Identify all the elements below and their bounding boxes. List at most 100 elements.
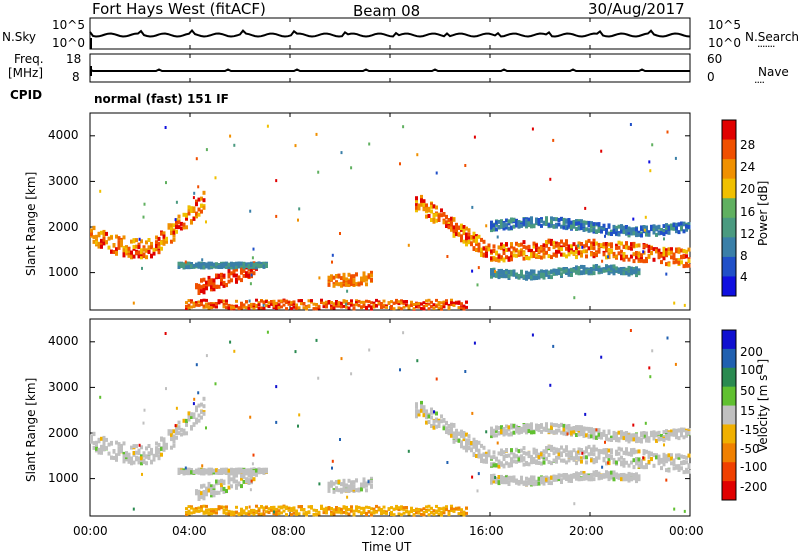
ground-scatter-cell bbox=[380, 306, 383, 309]
echo-cell bbox=[560, 430, 563, 435]
echo-cell bbox=[590, 447, 593, 452]
ground-scatter-cell bbox=[457, 512, 461, 516]
ground-scatter-cell bbox=[335, 300, 338, 303]
ground-scatter-cell bbox=[210, 302, 213, 306]
echo-cell bbox=[597, 435, 601, 439]
vel-cb-100: 100 bbox=[740, 363, 763, 377]
echo-cell bbox=[530, 475, 533, 480]
echo-cell bbox=[647, 253, 651, 258]
echo-cell bbox=[467, 441, 471, 446]
echo-cell bbox=[545, 240, 548, 244]
echo-cell bbox=[445, 224, 448, 228]
echo-cell bbox=[605, 474, 608, 479]
echo-cell bbox=[195, 211, 198, 216]
echo-cell bbox=[500, 219, 503, 224]
echo-cell bbox=[562, 225, 566, 230]
echo-cell bbox=[645, 449, 648, 454]
ground-scatter-cell bbox=[422, 507, 426, 511]
ground-scatter-cell bbox=[260, 299, 263, 303]
echo-cell bbox=[475, 445, 478, 450]
echo-cell bbox=[235, 483, 238, 488]
echo-cell bbox=[600, 229, 603, 234]
echo-cell bbox=[560, 272, 563, 277]
echo-cell bbox=[677, 258, 681, 263]
ground-scatter-cell bbox=[460, 302, 463, 306]
sparse-echo-dot bbox=[249, 488, 252, 492]
echo-cell bbox=[212, 493, 216, 498]
echo-cell bbox=[460, 443, 463, 448]
echo-cell bbox=[522, 221, 526, 226]
ground-scatter-cell bbox=[220, 300, 223, 304]
echo-cell bbox=[585, 426, 588, 431]
ground-scatter-cell bbox=[200, 505, 203, 509]
ground-scatter-cell bbox=[247, 513, 251, 516]
echo-cell bbox=[522, 218, 526, 222]
echo-cell bbox=[200, 468, 203, 473]
echo-cell bbox=[570, 479, 573, 483]
echo-cell bbox=[640, 464, 643, 469]
ground-scatter-cell bbox=[225, 306, 228, 310]
echo-cell bbox=[662, 430, 666, 435]
echo-cell bbox=[362, 481, 366, 485]
ground-scatter-cell bbox=[267, 511, 271, 514]
ground-scatter-cell bbox=[335, 510, 338, 514]
echo-cell bbox=[550, 422, 553, 427]
echo-cell bbox=[205, 486, 208, 491]
echo-cell bbox=[210, 467, 213, 472]
echo-cell bbox=[217, 265, 221, 269]
echo-cell bbox=[360, 487, 363, 492]
echo-cell bbox=[162, 437, 166, 442]
echo-cell bbox=[590, 228, 593, 233]
echo-cell bbox=[170, 445, 173, 450]
power-cb-12: 12 bbox=[740, 227, 756, 241]
sparse-echo-dot bbox=[531, 127, 534, 131]
echo-cell bbox=[525, 424, 528, 429]
echo-cell bbox=[677, 466, 681, 471]
sparse-echo-dot bbox=[197, 391, 200, 395]
echo-cell bbox=[620, 256, 623, 261]
echo-cell bbox=[425, 203, 428, 208]
echo-cell bbox=[355, 282, 358, 287]
echo-cell bbox=[652, 433, 656, 437]
echo-cell bbox=[545, 425, 548, 430]
echo-cell bbox=[505, 223, 508, 228]
echo-cell bbox=[595, 435, 598, 440]
echo-cell bbox=[105, 240, 108, 245]
echo-cell bbox=[122, 459, 126, 464]
ground-scatter-cell bbox=[195, 301, 198, 305]
ground-scatter-cell bbox=[447, 303, 451, 307]
echo-cell bbox=[642, 431, 646, 436]
ground-scatter-cell bbox=[462, 510, 466, 514]
echo-cell bbox=[590, 244, 593, 249]
echo-cell bbox=[432, 217, 436, 222]
echo-cell bbox=[257, 470, 261, 475]
ground-scatter-cell bbox=[250, 508, 253, 512]
echo-cell bbox=[90, 434, 93, 439]
echo-cell bbox=[217, 273, 221, 278]
echo-cell bbox=[497, 425, 501, 430]
echo-cell bbox=[182, 225, 186, 230]
power-colorbar-swatch-2 bbox=[722, 159, 736, 180]
echo-cell bbox=[172, 429, 176, 434]
echo-cell bbox=[515, 429, 518, 434]
echo-cell bbox=[647, 248, 651, 253]
echo-cell bbox=[430, 408, 433, 413]
echo-cell bbox=[637, 230, 641, 235]
echo-cell bbox=[570, 473, 573, 478]
echo-cell bbox=[417, 206, 421, 211]
echo-cell bbox=[190, 412, 193, 417]
sparse-echo-dot bbox=[464, 370, 467, 373]
echo-cell bbox=[497, 481, 501, 486]
echo-cell bbox=[92, 432, 96, 437]
echo-cell bbox=[627, 436, 631, 441]
echo-cell bbox=[142, 453, 146, 458]
echo-cell bbox=[620, 435, 623, 440]
echo-cell bbox=[532, 254, 536, 258]
ground-scatter-cell bbox=[435, 304, 438, 308]
echo-cell bbox=[232, 473, 236, 478]
echo-cell bbox=[220, 478, 223, 483]
sparse-echo-dot bbox=[473, 341, 476, 345]
power-cb-20: 20 bbox=[740, 182, 756, 196]
echo-cell bbox=[465, 442, 468, 447]
ground-scatter-cell bbox=[392, 307, 396, 311]
